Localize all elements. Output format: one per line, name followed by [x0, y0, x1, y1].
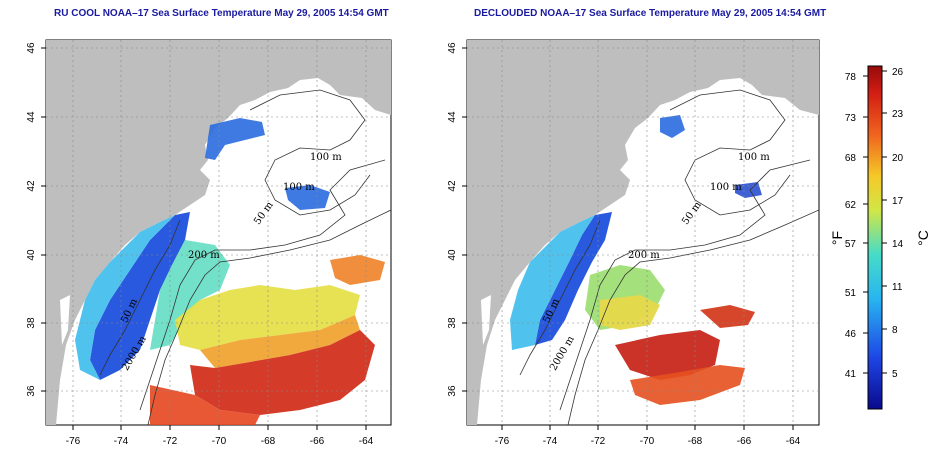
left-contour-label-200m: 200 m	[188, 250, 220, 261]
right-sst-scattered-red	[700, 305, 755, 328]
left-contour-label-100m-a: 100 m	[310, 152, 342, 163]
left-panel-title: RU COOL NOAA–17 Sea Surface Temperature …	[54, 8, 389, 19]
right-x-tick-label: -68	[688, 436, 703, 447]
left-sst-orange-patch	[330, 255, 385, 285]
colorbar-f-label: 68	[845, 153, 857, 164]
left-contour-2000m	[147, 209, 391, 425]
right-x-tick-label: -74	[543, 436, 558, 447]
right-panel-title: DECLOUDED NOAA–17 Sea Surface Temperatur…	[474, 8, 827, 19]
colorbar-gradient	[867, 65, 883, 410]
right-sst-georges-blue	[735, 182, 762, 198]
left-sst-gulfmaine-blue	[205, 118, 265, 160]
right-map-panel: 100 m 100 m 50 m 200 m 50 m 2000 m -76 -…	[447, 39, 820, 447]
left-contour-100m	[249, 89, 371, 216]
left-y-tick-label: 46	[26, 42, 37, 54]
right-y-tick-label: 46	[447, 42, 458, 54]
colorbar-c-ticks	[882, 70, 887, 374]
right-y-tick-label: 38	[447, 317, 458, 329]
left-sst-shelf-cool	[75, 215, 175, 380]
right-x-axis	[501, 425, 794, 430]
colorbar-c-label: 26	[892, 67, 904, 78]
right-x-tick-label: -64	[786, 436, 801, 447]
colorbar-f-label: 57	[845, 239, 857, 250]
left-x-tick-label: -74	[114, 436, 129, 447]
colorbar-f-label: 78	[845, 72, 857, 83]
colorbar-c-label: 17	[892, 196, 904, 207]
colorbar: 78 73 68 62 57 51 46 41 26 23 20 17 14 1…	[829, 65, 931, 410]
colorbar-f-ticks	[863, 75, 868, 374]
left-x-tick-label: -76	[66, 436, 81, 447]
right-sst-shelf-cool	[510, 215, 595, 350]
colorbar-c-label: 20	[892, 153, 904, 164]
right-sst-gulfmaine-blue	[660, 115, 685, 138]
left-y-tick-label: 44	[26, 111, 37, 123]
left-contour-label-100m-b: 100 m	[283, 182, 315, 193]
right-contour-50m	[519, 219, 601, 376]
left-x-tick-label: -70	[212, 436, 227, 447]
left-sst-slope-cyan	[150, 240, 230, 350]
left-sst-georges-blue	[285, 185, 330, 210]
left-contour-200m	[139, 159, 386, 411]
right-y-tick-label: 40	[447, 249, 458, 261]
left-x-tick-label: -64	[359, 436, 374, 447]
right-contour-label-200m: 200 m	[628, 250, 660, 261]
left-sst-hot-core	[190, 330, 375, 415]
left-y-tick-label: 38	[26, 317, 37, 329]
colorbar-c-label: 8	[892, 325, 898, 336]
right-x-tick-label: -66	[737, 436, 752, 447]
right-y-tick-label: 42	[447, 180, 458, 192]
left-sst-warm-band	[200, 315, 360, 368]
left-y-tick-label: 36	[26, 385, 37, 397]
left-y-axis	[41, 47, 46, 392]
right-sst-red-core	[615, 330, 720, 380]
left-sst-red-south	[150, 385, 260, 425]
left-x-tick-label: -66	[310, 436, 325, 447]
left-x-tick-label: -68	[261, 436, 276, 447]
left-y-tick-label: 40	[26, 249, 37, 261]
right-contour-2000m	[567, 209, 819, 425]
right-x-tick-label: -72	[591, 436, 606, 447]
colorbar-c-label: 14	[892, 239, 904, 250]
left-map-panel: 100 m 100 m 50 m 200 m 50 m 2000 m -76 -…	[26, 39, 392, 447]
colorbar-f-label: 73	[845, 113, 857, 124]
right-sst-yellow-patch	[600, 295, 660, 330]
colorbar-f-label: 46	[845, 329, 857, 340]
colorbar-f-label: 41	[845, 369, 857, 380]
left-y-tick-label: 42	[26, 180, 37, 192]
right-x-tick-label: -76	[495, 436, 510, 447]
colorbar-celsius-unit: °C	[915, 230, 931, 246]
right-contour-200m	[559, 159, 811, 411]
right-y-tick-label: 36	[447, 385, 458, 397]
right-y-axis	[462, 47, 467, 392]
left-land-north	[46, 40, 391, 425]
left-land-bay	[60, 295, 70, 345]
right-contour-label-100m-a: 100 m	[738, 152, 770, 163]
colorbar-fahrenheit-unit: °F	[829, 231, 845, 245]
left-x-tick-label: -72	[163, 436, 178, 447]
left-x-axis	[72, 425, 367, 430]
right-land-north	[467, 40, 819, 425]
colorbar-c-label: 5	[892, 369, 898, 380]
left-graticule	[46, 40, 391, 425]
colorbar-c-label: 11	[892, 282, 903, 293]
colorbar-f-label: 51	[845, 288, 857, 299]
right-contour-label-100m-b: 100 m	[710, 182, 742, 193]
right-sst-orange-south	[630, 365, 745, 405]
right-x-tick-label: -70	[640, 436, 655, 447]
right-contour-100m	[669, 89, 791, 216]
right-land-bay	[481, 295, 491, 345]
right-y-tick-label: 44	[447, 111, 458, 123]
right-graticule	[467, 40, 819, 425]
left-sst-yellow-band	[175, 285, 360, 350]
colorbar-f-label: 62	[845, 200, 857, 211]
colorbar-c-label: 23	[892, 109, 904, 120]
